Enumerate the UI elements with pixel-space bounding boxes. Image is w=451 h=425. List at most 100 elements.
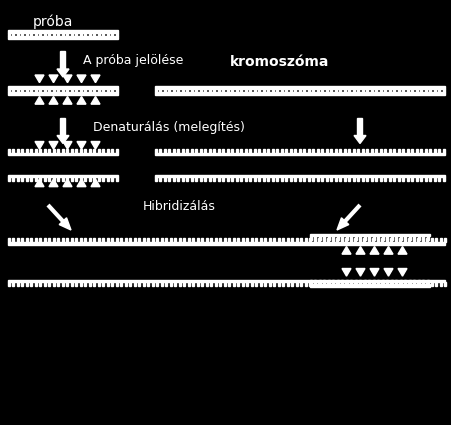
Bar xyxy=(53,238,55,242)
Bar xyxy=(309,236,311,240)
Bar xyxy=(430,238,432,242)
Bar xyxy=(343,148,345,153)
Bar xyxy=(417,280,419,284)
Bar xyxy=(363,280,365,284)
Bar xyxy=(249,88,251,92)
Bar xyxy=(191,177,193,181)
Bar xyxy=(222,177,224,181)
Bar xyxy=(309,233,429,236)
Bar xyxy=(395,236,396,240)
Bar xyxy=(155,88,156,92)
Bar xyxy=(370,148,372,153)
Bar xyxy=(268,282,270,286)
Bar xyxy=(80,238,82,242)
Bar xyxy=(111,282,113,286)
Bar xyxy=(84,88,86,92)
Bar xyxy=(348,88,350,92)
Polygon shape xyxy=(77,75,86,82)
Polygon shape xyxy=(35,75,44,82)
Bar xyxy=(102,148,104,153)
Bar xyxy=(170,282,171,286)
Bar xyxy=(35,32,37,36)
Bar xyxy=(66,282,68,286)
Bar xyxy=(361,88,363,92)
Bar xyxy=(321,88,322,92)
Bar xyxy=(26,238,28,242)
Bar xyxy=(267,148,269,153)
Bar xyxy=(372,280,374,284)
Bar xyxy=(192,238,194,242)
Bar xyxy=(98,32,100,36)
Bar xyxy=(377,280,378,284)
Bar xyxy=(35,148,37,153)
Bar xyxy=(30,282,32,286)
Bar xyxy=(312,148,313,153)
Bar xyxy=(156,238,158,242)
Bar xyxy=(386,236,387,240)
Bar xyxy=(361,148,363,153)
Bar xyxy=(399,280,401,284)
Bar xyxy=(8,238,10,242)
Bar xyxy=(235,148,237,153)
Bar xyxy=(286,282,288,286)
Bar xyxy=(98,282,100,286)
Bar xyxy=(13,88,14,92)
Bar xyxy=(168,177,170,181)
Bar xyxy=(143,282,144,286)
Bar xyxy=(208,148,210,153)
Bar xyxy=(138,238,140,242)
Polygon shape xyxy=(35,96,44,104)
Bar xyxy=(125,238,127,242)
Bar xyxy=(267,88,269,92)
Bar xyxy=(313,238,315,242)
Bar xyxy=(44,238,46,242)
Bar xyxy=(208,177,210,181)
Bar xyxy=(8,280,444,282)
Bar xyxy=(107,238,109,242)
Bar xyxy=(197,282,198,286)
Bar xyxy=(93,32,95,36)
Bar xyxy=(375,177,377,181)
Bar xyxy=(357,117,362,136)
Bar xyxy=(17,177,19,181)
Bar xyxy=(228,282,230,286)
Bar xyxy=(376,238,378,242)
Bar xyxy=(294,177,296,181)
Bar xyxy=(164,88,166,92)
Bar xyxy=(173,148,175,153)
Bar xyxy=(258,88,260,92)
Bar xyxy=(192,282,194,286)
Bar xyxy=(22,238,23,242)
Bar xyxy=(89,177,91,181)
Bar xyxy=(413,236,414,240)
Bar xyxy=(309,280,311,284)
Polygon shape xyxy=(91,96,100,104)
Bar xyxy=(89,238,91,242)
Bar xyxy=(75,282,77,286)
Bar xyxy=(345,280,347,284)
Bar xyxy=(264,238,266,242)
Bar xyxy=(201,238,203,242)
Polygon shape xyxy=(397,269,406,276)
Bar xyxy=(8,32,10,36)
Bar xyxy=(89,282,91,286)
Bar xyxy=(359,280,360,284)
Bar xyxy=(286,238,288,242)
Bar xyxy=(62,88,64,92)
Bar xyxy=(433,88,435,92)
Bar xyxy=(195,88,197,92)
Bar xyxy=(352,177,354,181)
Bar xyxy=(102,282,104,286)
Bar xyxy=(361,177,363,181)
Bar xyxy=(75,88,77,92)
Bar xyxy=(204,177,206,181)
Polygon shape xyxy=(369,269,378,276)
Bar xyxy=(228,238,230,242)
Bar xyxy=(403,282,405,286)
Bar xyxy=(318,280,320,284)
Bar xyxy=(390,280,392,284)
Bar xyxy=(379,177,381,181)
Bar xyxy=(182,88,184,92)
Bar xyxy=(224,282,226,286)
Bar xyxy=(290,88,291,92)
